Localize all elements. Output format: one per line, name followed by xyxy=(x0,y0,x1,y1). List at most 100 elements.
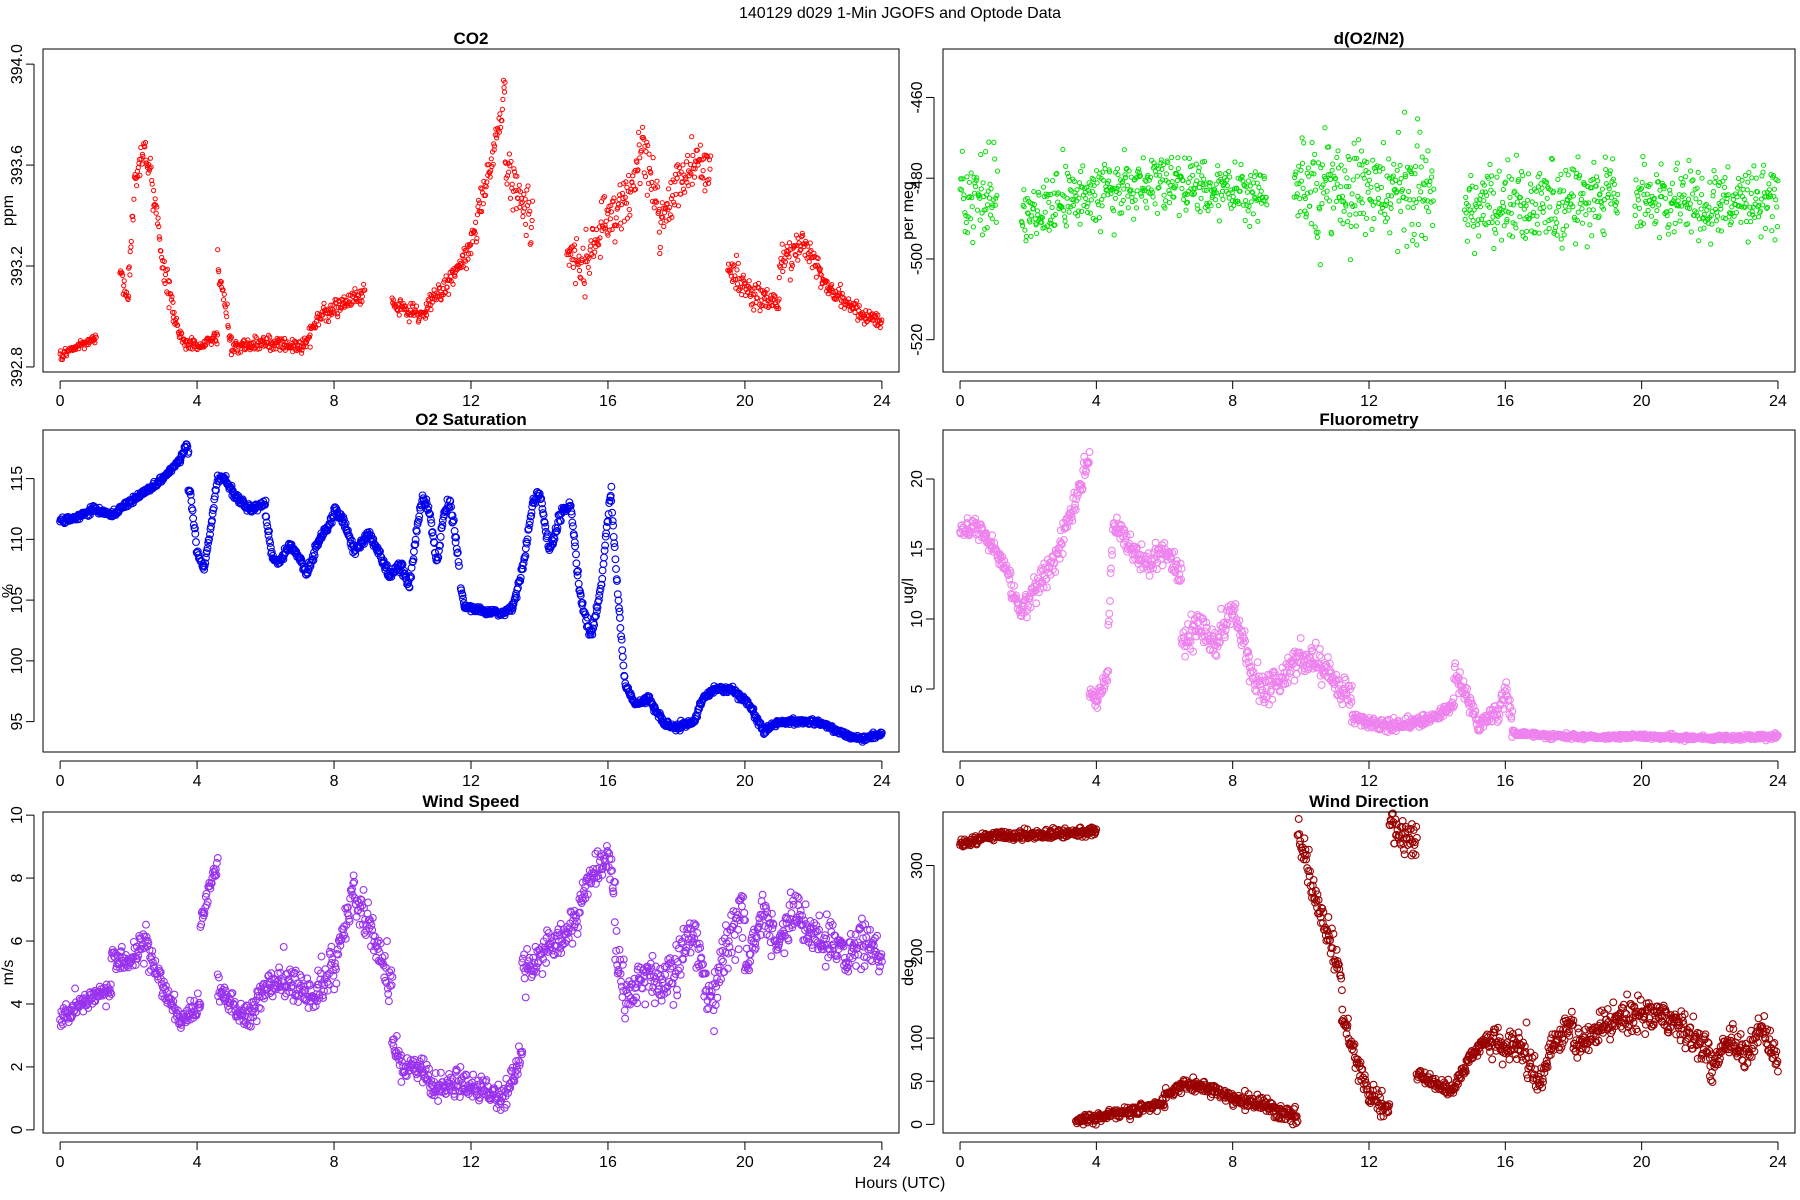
o2sat-point xyxy=(409,547,418,556)
co2-point xyxy=(169,294,175,300)
co2-point xyxy=(165,291,171,297)
co2-y-label: ppm xyxy=(0,195,17,226)
co2-point xyxy=(611,195,617,201)
co2-point xyxy=(323,318,329,324)
o2sat-x-tick-label: 0 xyxy=(56,773,65,790)
co2-point xyxy=(708,153,714,159)
do2n2-point xyxy=(978,151,984,158)
co2-point xyxy=(228,334,234,340)
co2-point xyxy=(688,161,694,168)
do2n2-point xyxy=(1088,197,1094,203)
do2n2-point xyxy=(1578,196,1585,202)
do2n2-point xyxy=(1130,191,1136,197)
do2n2-point xyxy=(1335,148,1341,154)
do2n2-point xyxy=(970,239,976,246)
co2-point xyxy=(158,248,164,254)
co2-point xyxy=(572,247,578,253)
do2n2-point xyxy=(1077,221,1083,227)
do2n2-point xyxy=(1410,238,1416,244)
do2n2-point xyxy=(1543,229,1549,235)
do2n2-point xyxy=(1140,155,1146,161)
do2n2-point xyxy=(1745,179,1751,185)
o2sat-point xyxy=(574,579,583,588)
do2n2-point xyxy=(1131,216,1137,222)
co2-point xyxy=(192,338,198,344)
co2-point xyxy=(303,339,310,345)
co2-point xyxy=(431,287,437,293)
co2-point xyxy=(518,200,524,206)
co2-x-tick-label: 8 xyxy=(330,393,339,410)
do2n2-point xyxy=(979,232,986,238)
do2n2-point xyxy=(1412,163,1419,169)
do2n2-point xyxy=(1607,168,1613,174)
do2n2-point xyxy=(1348,223,1354,229)
co2-point xyxy=(617,192,623,198)
co2-point xyxy=(517,189,524,195)
co2-point xyxy=(121,278,127,284)
o2sat-point xyxy=(600,553,608,562)
do2n2-point xyxy=(1387,201,1394,207)
do2n2-point xyxy=(1347,257,1354,263)
co2-point xyxy=(227,333,233,339)
co2-point xyxy=(568,251,574,257)
co2-point xyxy=(436,285,442,291)
o2sat-points xyxy=(56,440,886,746)
do2n2-point xyxy=(1477,196,1483,202)
co2-point xyxy=(519,199,525,205)
co2-point xyxy=(137,172,143,178)
co2-point xyxy=(636,142,642,148)
do2n2-point xyxy=(1480,212,1486,218)
co2-point xyxy=(636,129,642,135)
do2n2-point xyxy=(1371,216,1377,222)
co2-point xyxy=(470,239,476,245)
co2-point xyxy=(362,287,368,293)
co2-point xyxy=(130,213,136,219)
do2n2-point xyxy=(1050,178,1056,184)
co2-point xyxy=(487,174,493,180)
do2n2-point xyxy=(1217,171,1223,177)
co2-point xyxy=(149,181,155,187)
do2n2-point xyxy=(1761,162,1767,168)
do2n2-point xyxy=(1771,186,1778,192)
co2-point xyxy=(81,346,88,352)
do2n2-point xyxy=(1046,227,1052,233)
do2n2-point xyxy=(1699,175,1705,181)
do2n2-point xyxy=(1397,162,1403,168)
co2-point xyxy=(156,223,162,230)
do2n2-point xyxy=(1653,172,1660,178)
co2-point xyxy=(732,273,738,279)
do2n2-point xyxy=(1708,241,1714,247)
do2n2-point xyxy=(1713,218,1720,224)
co2-point xyxy=(580,245,586,251)
o2sat-y-tick-label: 115 xyxy=(9,466,26,492)
do2n2-point xyxy=(1094,180,1100,186)
do2n2-point xyxy=(1179,185,1185,192)
do2n2-point xyxy=(1525,197,1531,203)
do2n2-point xyxy=(1465,222,1471,228)
do2n2-point xyxy=(1101,161,1108,168)
do2n2-point xyxy=(1501,204,1507,210)
do2n2-x-tick-label: 24 xyxy=(1769,393,1787,410)
o2sat-point xyxy=(601,541,610,550)
do2n2-point xyxy=(974,207,981,213)
co2-point xyxy=(608,209,615,215)
co2-point xyxy=(612,239,618,245)
do2n2-point xyxy=(1186,155,1193,161)
co2-point xyxy=(516,182,522,188)
do2n2-x-tick-label: 4 xyxy=(1092,393,1101,410)
do2n2-point xyxy=(1212,197,1219,203)
do2n2-point xyxy=(1772,237,1778,243)
do2n2-point xyxy=(1344,175,1350,181)
co2-point xyxy=(784,243,790,249)
co2-point xyxy=(307,344,313,350)
co2-point xyxy=(507,195,514,201)
co2-point xyxy=(627,212,633,218)
co2-point xyxy=(740,275,746,281)
do2n2-point xyxy=(1639,179,1645,186)
co2-point xyxy=(637,180,643,187)
do2n2-point xyxy=(1738,219,1744,225)
do2n2-point xyxy=(1351,140,1357,146)
do2n2-point xyxy=(1744,187,1750,193)
do2n2-point xyxy=(1563,223,1570,229)
